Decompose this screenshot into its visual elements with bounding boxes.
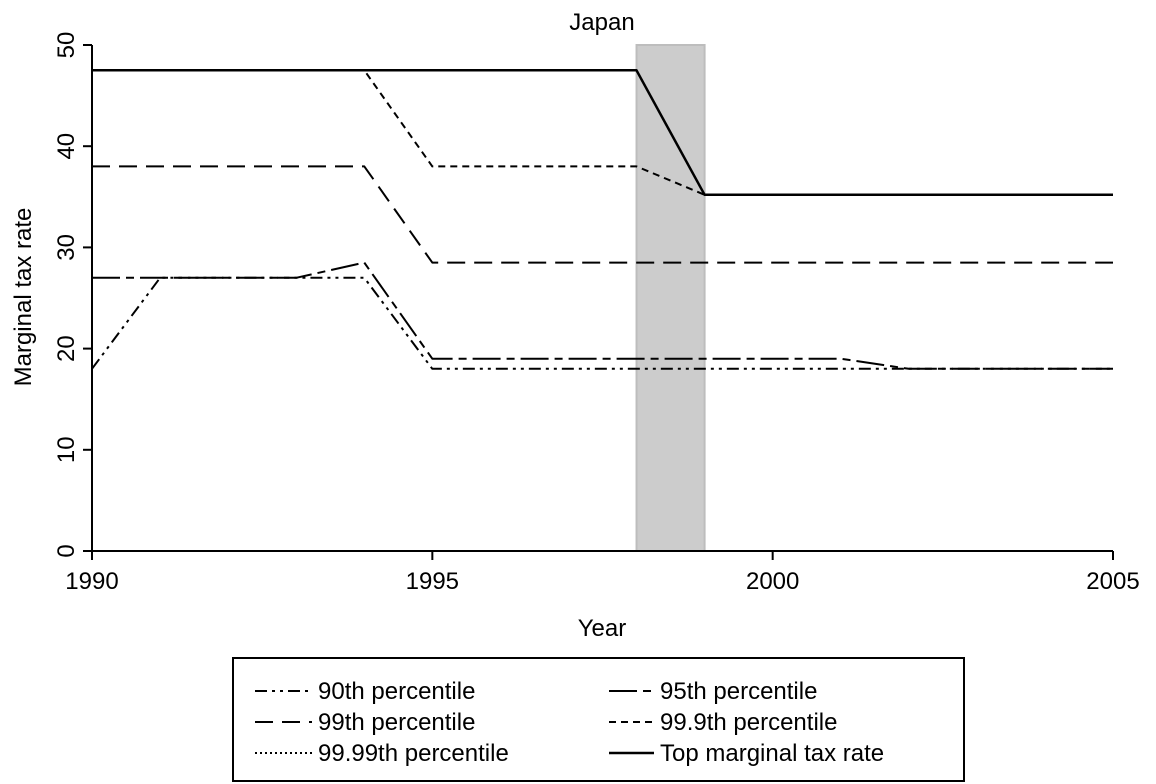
series-layer [91,69,1113,370]
x-tick-label: 1995 [406,568,459,595]
legend-label: Top marginal tax rate [660,740,884,767]
legend-box [232,657,965,782]
y-tick-label: 20 [53,335,80,362]
x-axis-label: Year [578,615,627,642]
legend: 90th percentile 95th percentile 99th perce… [232,657,965,782]
x-tick-label: 2000 [746,568,799,595]
chart-title: Japan [569,9,634,36]
x-tick-label: 2005 [1086,568,1139,595]
series-line-4 [92,69,1113,196]
x-tick-label: 1990 [65,568,118,595]
legend-label: 99.99th percentile [318,740,509,767]
shaded-region-layer [635,44,706,552]
legend-label: 99.9th percentile [660,709,837,736]
y-axis-label: Marginal tax rate [10,208,37,387]
y-tick-label: 10 [53,436,80,463]
legend-label: 95th percentile [660,678,817,705]
series-line-6 [92,69,1113,197]
series-line-2 [92,261,1113,370]
series-line-3 [92,165,1113,264]
legend-label: 99th percentile [318,709,475,736]
y-tick-label: 50 [53,32,80,59]
legend-label: 90th percentile [318,678,475,705]
shaded-region [635,44,706,552]
y-tick-label: 30 [53,234,80,261]
y-tick-label: 40 [53,133,80,160]
axes-layer: 1990 1995 2000 2005 0 10 20 30 40 50 [53,32,1140,595]
y-tick-label: 0 [53,544,80,557]
series-line-5 [92,69,1113,196]
series-line-1 [91,276,1113,370]
